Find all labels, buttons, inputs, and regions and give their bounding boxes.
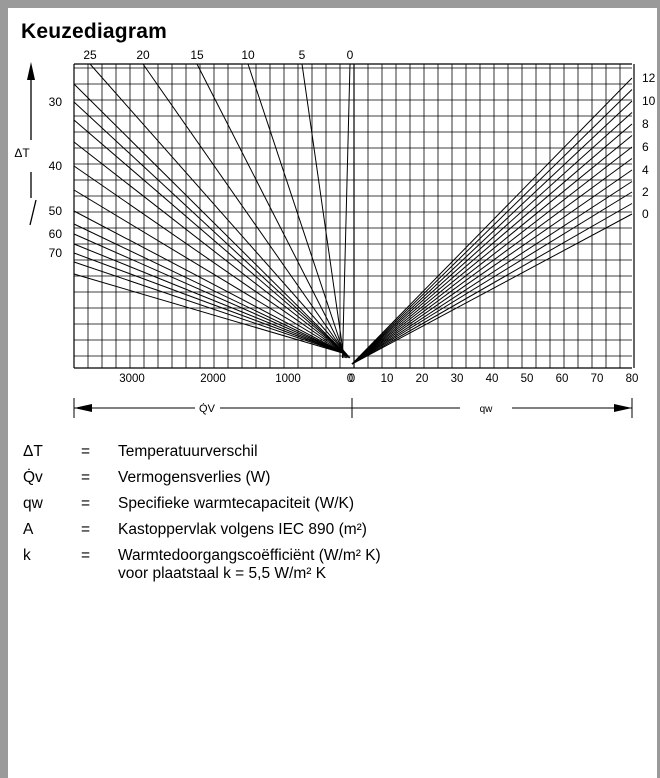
delta-t-tick-label: 60	[49, 227, 63, 241]
legend-row-qw: qw = Specifieke warmtecapaciteit (W/K)	[23, 495, 643, 521]
a-value-label: 0	[347, 48, 354, 62]
a-value-label: 10	[241, 48, 255, 62]
legend-equals: =	[81, 469, 91, 486]
delta-t-tick-label: 50	[49, 204, 63, 218]
fan-line-k	[351, 112, 633, 365]
legend-equals: =	[81, 521, 91, 538]
page-title: Keuzediagram	[21, 20, 167, 43]
legend-row-a: A = Kastoppervlak volgens IEC 890 (m²)	[23, 521, 643, 547]
fan-line-delta-t	[73, 252, 347, 355]
legend-description: Warmtedoorgangscoëfficiënt (W/m² K) voor…	[118, 547, 381, 582]
qw-tick-label: 80	[626, 373, 639, 385]
fan-line-k	[351, 77, 633, 365]
k-value-label: 12	[642, 71, 656, 85]
delta-t-axis-label: ΔT	[14, 146, 30, 160]
legend-symbol: qw	[23, 495, 43, 512]
fan-line-k	[351, 213, 633, 365]
legend-symbol: Q̇v	[23, 469, 43, 486]
legend-description: Specifieke warmtecapaciteit (W/K)	[118, 495, 355, 512]
fan-line-k	[351, 181, 633, 365]
fan-line-delta-t	[73, 210, 347, 355]
fan-line-k	[351, 169, 633, 365]
a-value-label: 20	[136, 48, 150, 62]
fan-line-a	[342, 63, 351, 359]
legend: ΔT = Temperatuurverschil Q̇v = Vermogens…	[23, 443, 643, 591]
legend-description: Kastoppervlak volgens IEC 890 (m²)	[118, 521, 367, 538]
k-value-label: 2	[642, 185, 649, 199]
fan-line-k	[351, 146, 633, 365]
fan-line-delta-t	[73, 233, 347, 355]
k-value-label: 4	[642, 163, 649, 177]
fan-line-a	[301, 63, 345, 359]
delta-t-tick-label: 40	[49, 159, 63, 173]
fan-line-k	[351, 135, 633, 365]
legend-symbol: k	[23, 547, 31, 564]
fan-line-delta-t	[73, 119, 347, 355]
fan-line-a	[142, 63, 349, 359]
fan-line-k	[351, 158, 633, 365]
qv-tick-label: 2000	[200, 373, 226, 385]
fan-line-delta-t	[73, 223, 347, 355]
fan-line-delta-t	[73, 141, 347, 355]
qv-axis-label: Q̇V	[199, 402, 216, 415]
legend-symbol: ΔT	[23, 443, 43, 460]
qv-tick-label: 0	[347, 373, 353, 385]
fan-line-delta-t	[73, 273, 347, 355]
axis-labels: ΔT Q̇V qw 25 20 15 10 5 030405060701210864203…	[14, 48, 655, 415]
axes	[27, 62, 633, 418]
qw-tick-label: 70	[591, 373, 604, 385]
a-value-label: 15	[190, 48, 204, 62]
fan-line-a	[89, 63, 351, 359]
legend-description: Vermogensverlies (W)	[118, 469, 271, 486]
qw-tick-label: 40	[486, 373, 499, 385]
legend-description: Temperatuurverschil	[118, 443, 258, 460]
qw-tick-label: 0	[349, 373, 355, 385]
k-value-label: 6	[642, 140, 649, 154]
legend-row-qv: Q̇v = Vermogensverlies (W)	[23, 469, 643, 495]
k-value-label: 8	[642, 117, 649, 131]
fan-line-delta-t	[73, 165, 347, 355]
a-value-label: 25	[83, 48, 97, 62]
delta-t-tick-label: 70	[49, 246, 63, 260]
k-value-label: 0	[642, 207, 649, 221]
delta-t-tick-label: 30	[49, 95, 63, 109]
fan-line-delta-t	[73, 101, 347, 355]
fan-line-k	[351, 123, 633, 365]
qw-axis-label: qw	[480, 404, 494, 415]
fan-line-k	[351, 203, 633, 365]
a-value-label: 5	[299, 48, 306, 62]
fan-line-k	[351, 100, 633, 365]
legend-equals: =	[81, 547, 91, 564]
qw-tick-label: 50	[521, 373, 534, 385]
fan-line-k	[351, 191, 633, 365]
legend-row-k: k = Warmtedoorgangscoëfficiënt (W/m² K) …	[23, 547, 643, 591]
fan-line-delta-t	[73, 189, 347, 355]
qw-tick-label: 30	[451, 373, 464, 385]
grid	[73, 63, 635, 369]
qw-tick-label: 60	[556, 373, 569, 385]
nomogram: ΔT Q̇V qw 25 20 15 10 5 030405060701210864203…	[14, 48, 656, 418]
qw-tick-label: 10	[381, 373, 394, 385]
qv-tick-label: 1000	[275, 373, 301, 385]
fan-line-delta-t	[73, 83, 347, 355]
qv-tick-label: 3000	[119, 373, 145, 385]
legend-equals: =	[81, 495, 91, 512]
legend-equals: =	[81, 443, 91, 460]
fan-line-a	[196, 63, 348, 359]
fan-line-delta-t	[73, 243, 347, 355]
fan-line-a	[247, 63, 346, 359]
legend-row-delta-t: ΔT = Temperatuurverschil	[23, 443, 643, 469]
fan-lines	[73, 63, 633, 365]
k-value-label: 10	[642, 94, 656, 108]
fan-line-k	[351, 89, 633, 365]
qw-tick-label: 20	[416, 373, 429, 385]
legend-symbol: A	[23, 521, 34, 538]
fan-line-delta-t	[73, 261, 347, 355]
